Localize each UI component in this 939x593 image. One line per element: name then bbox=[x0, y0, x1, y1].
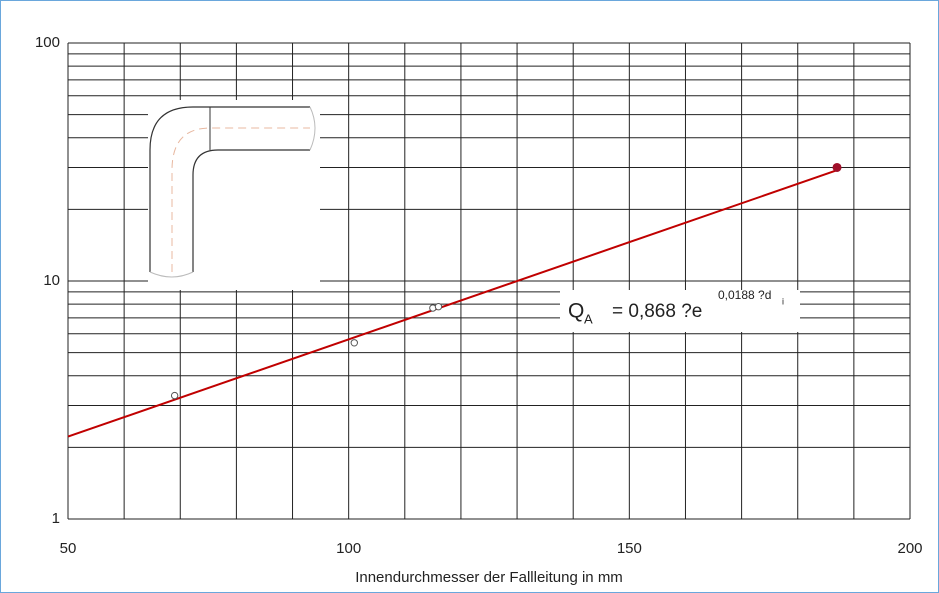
x-tick-label: 100 bbox=[336, 540, 361, 557]
y-tick-label: 1 bbox=[52, 510, 60, 527]
equation-sub: i bbox=[782, 296, 784, 306]
x-tick-label: 50 bbox=[60, 540, 77, 557]
y-tick-label: 10 bbox=[43, 272, 60, 289]
data-point bbox=[833, 163, 841, 171]
x-axis-label: Innendurchmesser der Fallleitung in mm bbox=[355, 569, 623, 586]
data-point bbox=[171, 392, 177, 398]
y-tick-label: 100 bbox=[35, 34, 60, 51]
data-point bbox=[435, 303, 441, 309]
equation-box: Q A = 0,868 ?e 0,0188 ?d i bbox=[560, 288, 800, 332]
equation-sub: A bbox=[584, 311, 593, 326]
equation-q: Q bbox=[568, 300, 584, 323]
chart: 1 10 100 50 100 150 200 Innendurchmesser der F… bbox=[0, 0, 939, 593]
equation-exp: 0,0188 ?d bbox=[718, 288, 771, 302]
x-tick-label: 200 bbox=[897, 540, 922, 557]
x-tick-label: 150 bbox=[617, 540, 642, 557]
equation-main: = 0,868 ?e bbox=[612, 301, 702, 322]
data-point bbox=[351, 340, 357, 346]
pipe-illustration bbox=[148, 100, 320, 290]
